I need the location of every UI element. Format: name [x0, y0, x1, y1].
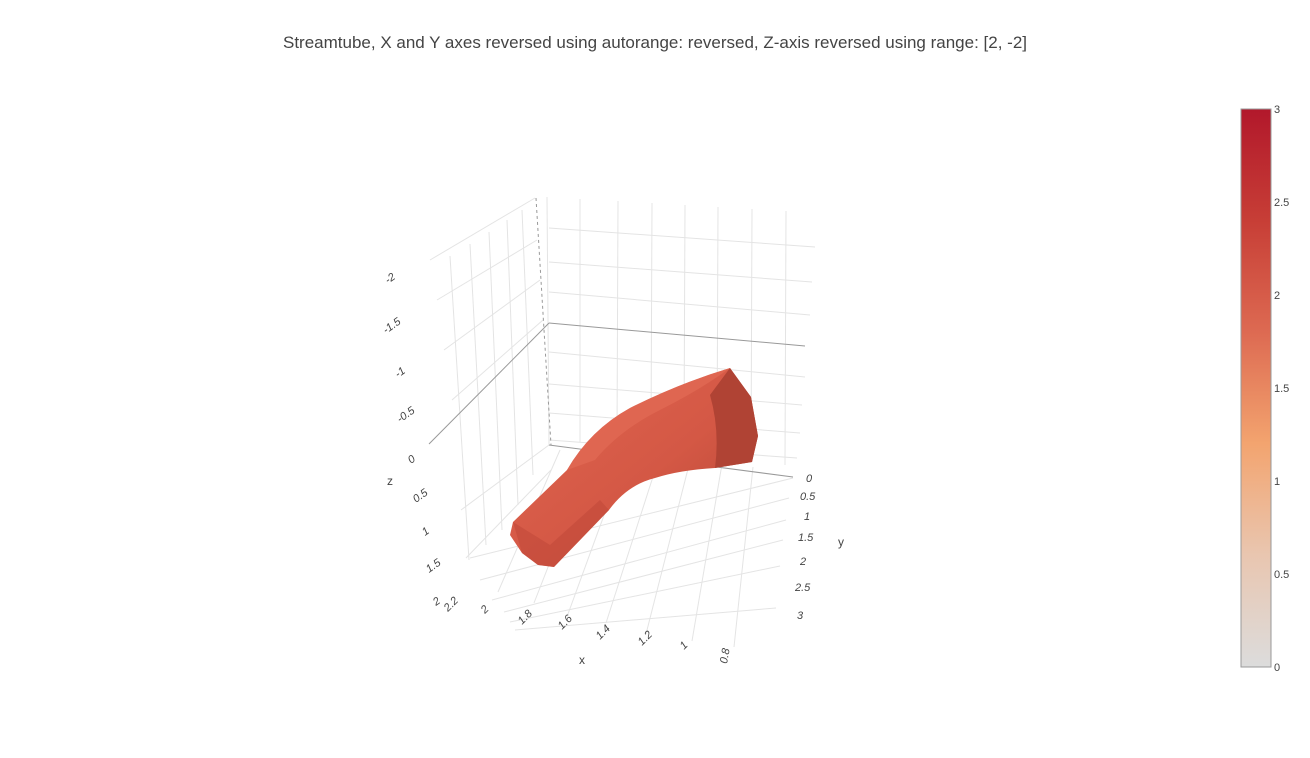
z-axis-ticks: -2 -1.5 -1 -0.5 0 0.5 1 1.5 2 z [381, 271, 444, 609]
x-tick: 1.8 [516, 607, 536, 627]
y-tick: 3 [797, 610, 804, 622]
colorbar-tick: 0 [1274, 662, 1280, 674]
x-tick: 1 [678, 639, 691, 652]
y-tick: 1.5 [798, 532, 814, 544]
z-tick: -0.5 [395, 404, 418, 425]
colorbar-gradient [1240, 108, 1272, 668]
back-wall-grid [546, 196, 816, 466]
x-tick: 2.2 [441, 595, 461, 615]
z-tick: 1 [420, 525, 432, 538]
z-tick: 0 [406, 453, 419, 467]
y-axis-title: y [838, 535, 844, 549]
z-tick: 0.5 [411, 486, 431, 505]
colorbar-tick: 0.5 [1274, 569, 1289, 581]
x-tick: 0.8 [718, 647, 733, 665]
y-tick: 2 [799, 556, 806, 568]
x-axis-title: x [579, 653, 585, 667]
colorbar-tick: 1.5 [1274, 383, 1289, 395]
chart-title: Streamtube, X and Y axes reversed using … [283, 33, 1027, 52]
y-tick: 1 [804, 511, 810, 523]
colorbar-tick: 2 [1274, 290, 1280, 302]
colorbar-tick: 3 [1274, 104, 1280, 116]
x-tick: 1.4 [594, 623, 613, 642]
y-tick: 0 [806, 473, 813, 485]
y-axis-ticks: 0 0.5 1 1.5 2 2.5 3 y [794, 473, 844, 622]
z-tick: -1.5 [381, 315, 404, 336]
z-tick: 1.5 [424, 556, 444, 575]
colorbar-tick: 2.5 [1274, 197, 1289, 209]
y-tick: 2.5 [794, 582, 811, 594]
z-axis-title: z [387, 474, 393, 488]
z-tick: 2 [430, 595, 443, 609]
colorbar-tick: 1 [1274, 476, 1280, 488]
x-tick: 1.2 [636, 629, 655, 648]
streamtube[interactable] [510, 368, 758, 567]
y-tick: 0.5 [800, 491, 816, 503]
side-wall-grid [429, 197, 552, 561]
x-tick: 2 [478, 603, 492, 617]
z-tick: -2 [383, 271, 398, 286]
colorbar: 3 2.5 2 1.5 1 0.5 0 [1240, 104, 1289, 674]
x-tick: 1.6 [556, 612, 576, 632]
z-tick: -1 [393, 365, 408, 380]
